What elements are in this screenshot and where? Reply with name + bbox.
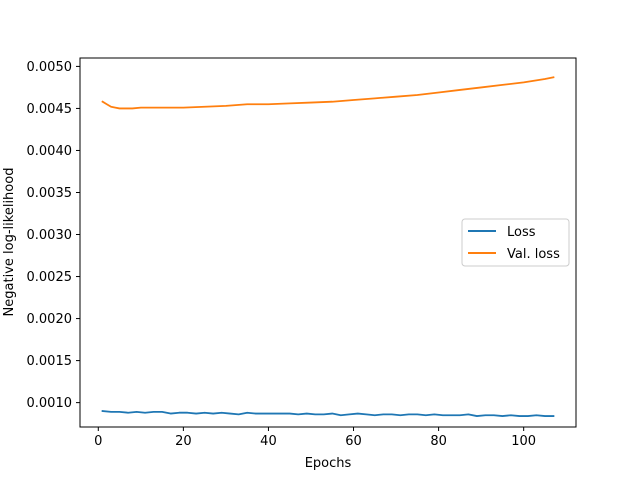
- plot-lines: [101, 76, 555, 417]
- legend: Loss Val. loss: [461, 218, 570, 267]
- y-axis-label: Negative log-likelihood: [2, 168, 17, 317]
- x-tick-label: 100: [511, 434, 536, 449]
- legend-label-loss: Loss: [507, 225, 536, 240]
- y-tick-label: 0.0035: [27, 186, 73, 201]
- y-tick-label: 0.0045: [27, 102, 73, 117]
- x-tick-label: 0: [94, 434, 102, 449]
- y-tick-label: 0.0030: [27, 228, 73, 243]
- legend-label-val-loss: Val. loss: [507, 247, 560, 262]
- y-tick-label: 0.0015: [27, 354, 73, 369]
- y-axis: 0.0010 0.0015 0.0020 0.0025 0.0030 0.0035 0.00…: [27, 60, 80, 411]
- x-tick-label: 20: [175, 434, 192, 449]
- series-line-loss: [101, 410, 555, 417]
- y-tick-label: 0.0050: [27, 60, 73, 75]
- x-tick-label: 80: [430, 434, 447, 449]
- series-line-val-loss: [101, 76, 555, 110]
- x-axis: 0 20 40 60 80 100: [94, 427, 536, 449]
- y-tick-label: 0.0025: [27, 270, 73, 285]
- axes-frame: [79, 57, 577, 428]
- y-tick-label: 0.0010: [27, 396, 73, 411]
- y-tick-label: 0.0020: [27, 312, 73, 327]
- x-tick-label: 40: [260, 434, 277, 449]
- y-tick-label: 0.0040: [27, 144, 73, 159]
- x-tick-label: 60: [345, 434, 362, 449]
- x-axis-label: Epochs: [305, 456, 352, 471]
